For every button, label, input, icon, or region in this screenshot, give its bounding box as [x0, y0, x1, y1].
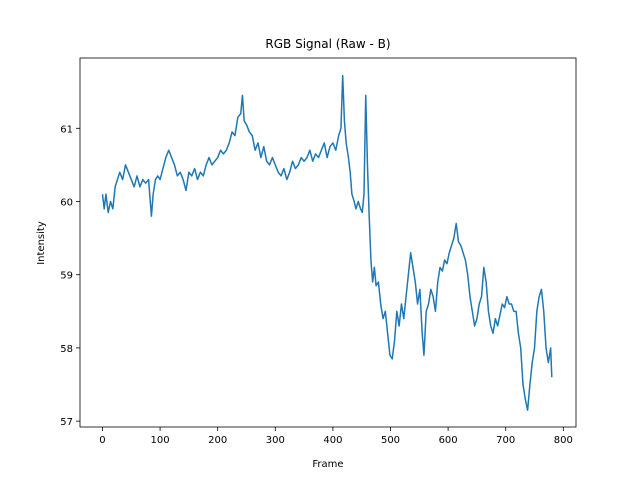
x-tick-label: 100: [151, 435, 170, 446]
plot-area: [79, 57, 577, 428]
x-tick-label: 500: [381, 435, 400, 446]
x-tick-label: 800: [554, 435, 573, 446]
x-axis-label: Frame: [312, 459, 343, 470]
y-axis-label: Intensity: [36, 221, 47, 265]
y-tick-label: 59: [60, 271, 73, 282]
x-tick-label: 0: [99, 435, 105, 446]
x-tick-label: 600: [439, 435, 458, 446]
x-tick-label: 700: [496, 435, 515, 446]
y-tick-label: 61: [60, 124, 73, 135]
y-tick-label: 58: [60, 344, 73, 355]
y-tick-label: 60: [60, 198, 73, 209]
data-line: [101, 74, 553, 411]
chart-title: RGB Signal (Raw - B): [265, 37, 390, 51]
y-tick-label: 57: [60, 417, 73, 428]
x-tick-label: 400: [323, 435, 342, 446]
x-tick-label: 200: [208, 435, 227, 446]
x-tick-label: 300: [266, 435, 285, 446]
